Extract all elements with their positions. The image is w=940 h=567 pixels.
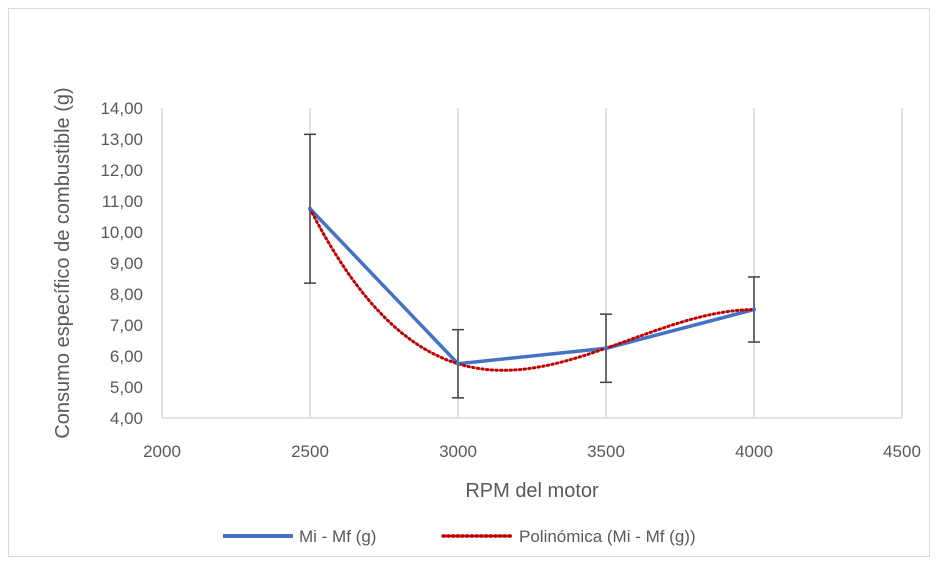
x-axis-title: RPM del motor: [465, 480, 599, 502]
data-point: [752, 307, 756, 312]
x-tick-label: 2000: [143, 442, 181, 461]
error-bars: [304, 133, 760, 399]
x-tick-label: 3500: [587, 442, 625, 461]
x-tick-label: 2500: [291, 442, 329, 461]
y-tick-label: 5,00: [110, 378, 143, 397]
x-tick-label: 4000: [735, 442, 773, 461]
data-point: [604, 346, 608, 351]
y-tick-label: 14,00: [100, 99, 143, 118]
x-tick-label: 4500: [883, 442, 921, 461]
data-point: [308, 206, 312, 211]
y-axis-title: Consumo específico de combustible (g): [52, 87, 74, 438]
series-group: [308, 206, 756, 372]
y-tick-label: 4,00: [110, 409, 143, 428]
trendline-polynomial: [308, 207, 756, 372]
y-tick-label: 10,00: [100, 223, 143, 242]
x-tick-labels: 2000 2500 3000 3500 4000 4500: [143, 442, 921, 461]
y-tick-label: 9,00: [110, 254, 143, 273]
data-point: [456, 361, 460, 366]
legend-label-series-2: Polinómica (Mi - Mf (g)): [519, 527, 696, 546]
legend: Mi - Mf (g) Polinómica (Mi - Mf (g)): [223, 527, 696, 546]
y-tick-label: 8,00: [110, 285, 143, 304]
series-line-mi-mf: [308, 207, 755, 366]
axes: [161, 108, 902, 419]
y-tick-label: 6,00: [110, 347, 143, 366]
y-tick-label: 11,00: [102, 192, 143, 211]
legend-label-series-1: Mi - Mf (g): [299, 527, 376, 546]
y-tick-labels: 4,00 5,00 6,00 7,00 8,00 9,00 10,00 11,00 12,00 1…: [100, 99, 143, 428]
y-tick-label: 12,00: [100, 161, 143, 180]
x-tick-label: 3000: [439, 442, 477, 461]
y-tick-label: 7,00: [110, 316, 143, 335]
y-tick-label: 13,00: [100, 130, 143, 149]
